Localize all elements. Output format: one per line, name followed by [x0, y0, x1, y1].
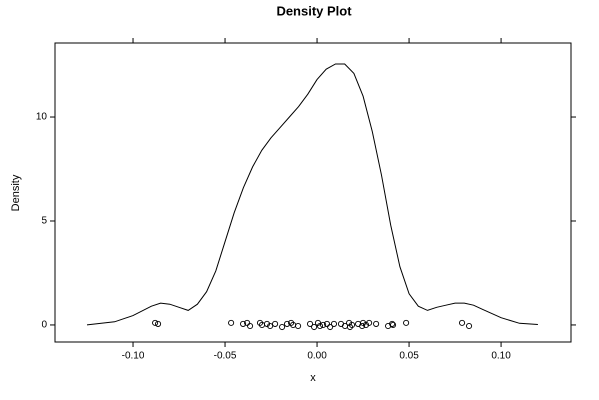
y-axis-label: Density	[10, 174, 22, 211]
data-point	[272, 320, 279, 327]
y-tick-label: 0	[41, 320, 47, 331]
chart-title: Density Plot	[276, 3, 352, 18]
data-point	[320, 321, 327, 328]
data-point	[348, 321, 356, 328]
y-tick-label: 5	[41, 216, 47, 227]
data-point	[267, 322, 274, 330]
data-point	[373, 320, 380, 327]
data-point	[389, 321, 397, 328]
x-tick-label: -0.05	[214, 351, 237, 362]
data-point	[240, 320, 247, 327]
density-curve	[86, 63, 538, 326]
data-point	[359, 322, 366, 330]
data-point	[389, 320, 396, 327]
data-point	[346, 323, 354, 331]
x-tick-label: -0.10	[122, 351, 145, 362]
data-point	[316, 322, 324, 330]
y-tick-label: 10	[36, 112, 48, 123]
data-point	[362, 321, 370, 328]
data-point	[366, 319, 373, 326]
data-point	[288, 319, 295, 326]
x-tick-label: 0.00	[307, 351, 327, 362]
data-point	[155, 320, 162, 327]
data-point	[295, 322, 302, 330]
data-point	[279, 323, 286, 331]
data-point	[256, 319, 264, 326]
data-point	[284, 320, 291, 327]
data-point	[323, 320, 331, 327]
data-point	[314, 319, 322, 326]
data-point	[307, 320, 314, 327]
data-point	[247, 322, 254, 330]
data-point	[330, 320, 338, 327]
data-point	[466, 322, 473, 330]
data-point	[311, 323, 318, 331]
x-tick-label: 0.05	[399, 351, 419, 362]
data-point	[263, 320, 271, 327]
data-point	[152, 319, 159, 326]
x-tick-label: 0.10	[491, 351, 511, 362]
data-point	[327, 323, 334, 331]
x-axis-label: x	[310, 372, 316, 384]
data-point	[403, 319, 410, 326]
data-point	[459, 319, 466, 326]
plot-frame	[54, 42, 572, 343]
data-point	[228, 319, 235, 326]
